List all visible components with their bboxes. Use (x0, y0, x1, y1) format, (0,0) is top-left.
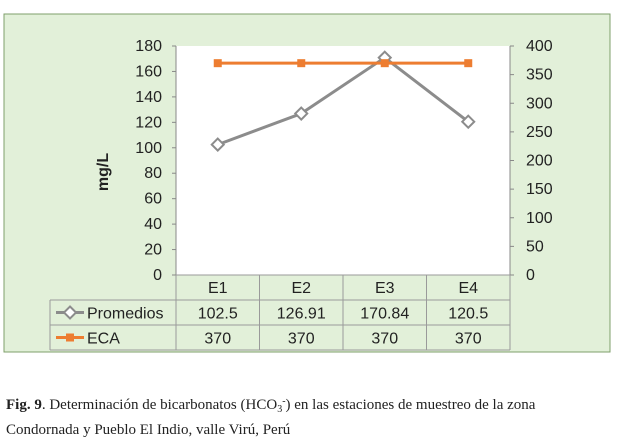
data-point-promedios (293, 106, 309, 121)
data-point-promedios (460, 114, 476, 130)
left-tick-label: 60 (144, 191, 162, 208)
caption-line-1: Fig. 9. Determinación de bicarbonatos (H… (6, 392, 641, 420)
right-tick-label: 100 (526, 210, 553, 227)
left-tick-label: 100 (135, 140, 162, 157)
left-tick-label: 180 (135, 38, 162, 55)
right-tick-label: 0 (526, 267, 535, 284)
data-point-eca (380, 59, 389, 68)
y-axis-title: mg/L (95, 153, 112, 191)
plot-area (176, 46, 510, 275)
caption-text-before: . Determinación de bicarbonatos (HCO (41, 397, 278, 413)
left-tick-label: 20 (144, 242, 162, 259)
left-tick-label: 80 (144, 165, 162, 182)
right-tick-label: 200 (526, 153, 553, 170)
caption-text-after: ) en las estaciones de muestreo de la zo… (285, 397, 536, 413)
data-point-eca (464, 59, 473, 68)
caption-line-2: Condornada y Pueblo El Indio, valle Virú… (6, 422, 291, 438)
caption-figure-label: Fig. 9 (6, 397, 42, 413)
category-label: E2 (291, 280, 311, 297)
right-tick-label: 350 (526, 67, 553, 84)
caption-subscript: 3 (277, 404, 283, 415)
data-table-value: 120.5 (448, 306, 488, 323)
right-tick-label: 250 (526, 124, 553, 141)
chart: 0 20 40 60 80 100 120 140 160 180 0 50 100 150 200 250 3… (3, 13, 611, 353)
legend-entry: Promedios (87, 306, 163, 323)
data-table-value: 370 (204, 331, 231, 348)
legend-key-marker (62, 305, 78, 320)
right-tick-label: 400 (526, 38, 553, 55)
figure-caption: Fig. 9. Determinación de bicarbonatos (H… (6, 392, 641, 440)
data-point-eca (213, 59, 222, 68)
category-label: E4 (458, 280, 478, 297)
category-label: E1 (208, 280, 228, 297)
left-tick-label: 120 (135, 114, 162, 131)
left-tick-label: 140 (135, 89, 162, 106)
left-tick-label: 160 (135, 63, 162, 80)
data-point-promedios (210, 137, 226, 153)
legend-key-marker (66, 333, 74, 342)
category-label: E3 (375, 280, 395, 297)
right-tick-label: 50 (526, 238, 544, 255)
right-tick-label: 300 (526, 95, 553, 112)
left-tick-label: 40 (144, 216, 162, 233)
data-table-value: 370 (371, 331, 398, 348)
data-table-value: 370 (455, 331, 482, 348)
legend-entry: ECA (87, 331, 120, 348)
caption-superscript: - (282, 396, 286, 407)
right-tick-label: 150 (526, 181, 553, 198)
data-point-eca (297, 59, 306, 68)
left-tick-label: 0 (153, 267, 162, 284)
data-table-value: 170.84 (360, 306, 409, 323)
data-table-value: 370 (288, 331, 315, 348)
data-table-value: 102.5 (198, 306, 238, 323)
data-table-value: 126.91 (277, 306, 326, 323)
series-line-promedios (217, 56, 470, 147)
